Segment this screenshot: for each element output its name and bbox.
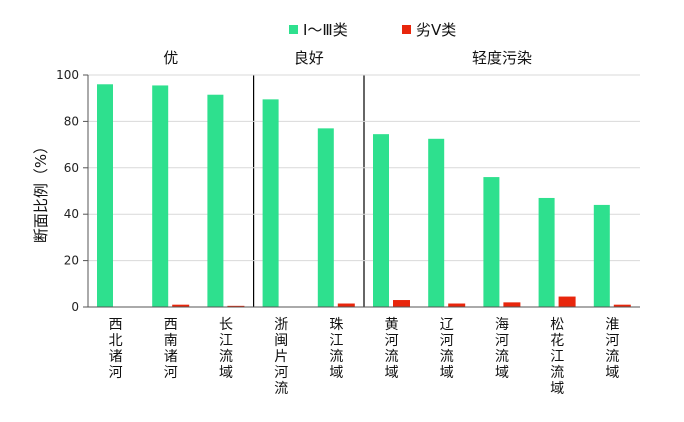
group-label: 良好	[294, 49, 324, 67]
y-tick-label: 60	[64, 161, 79, 175]
x-tick-label: 松花江流域	[550, 317, 564, 397]
x-tick-label: 淮河流域	[605, 317, 619, 381]
y-tick-label: 20	[64, 254, 79, 268]
x-tick-label: 黄河流域	[385, 316, 399, 381]
legend-label: Ⅰ～Ⅲ类	[303, 21, 348, 39]
y-tick-label: 0	[71, 300, 79, 314]
bar-series1	[207, 94, 224, 307]
bar-series1	[373, 134, 389, 307]
bar-series2	[227, 305, 245, 307]
bar-series2	[503, 302, 521, 307]
bars	[97, 84, 631, 307]
bar-series2	[172, 304, 190, 307]
bar-series1	[483, 177, 500, 307]
x-tick-label: 长江流域	[219, 317, 233, 381]
legend-label: 劣Ⅴ类	[416, 21, 456, 39]
bar-series2	[558, 296, 576, 307]
bar-series1	[152, 85, 169, 307]
y-tick-label: 40	[64, 207, 79, 221]
x-axis: 西北诸河 西南诸河 长江流域 浙闽片河流 珠江流域 黄河流域 辽河流域 海河流域 松花江流域 淮河…	[88, 306, 640, 397]
y-tick-label: 80	[64, 114, 79, 128]
group-label: 优	[163, 49, 178, 67]
bar-series2	[448, 303, 466, 307]
y-axis-title: 断面比例（%）	[32, 139, 50, 243]
x-tick-label: 珠江流域	[329, 317, 343, 381]
x-tick-label: 浙闽片河流	[274, 317, 288, 397]
legend: Ⅰ～Ⅲ类 劣Ⅴ类	[289, 21, 456, 39]
x-tick-label: 海河流域	[495, 317, 509, 381]
bar-series1	[593, 204, 610, 307]
bar-series1	[262, 99, 279, 307]
bar-series1	[97, 84, 113, 307]
legend-swatch	[402, 25, 411, 34]
bar-series1	[317, 128, 334, 307]
group-label: 轻度污染	[472, 49, 532, 67]
group-labels: 优 良好 轻度污染	[163, 49, 532, 307]
x-tick-label: 西北诸河	[109, 317, 123, 381]
bar-series2	[613, 304, 631, 307]
x-tick-label: 西南诸河	[164, 317, 178, 381]
x-tick-label: 辽河流域	[440, 317, 454, 381]
y-axis: 0 20 40 60 80 100 断面比例（%）	[32, 68, 89, 314]
legend-swatch	[289, 25, 298, 34]
bar-series2	[337, 303, 355, 307]
y-tick-label: 100	[56, 68, 79, 82]
bar-series2	[393, 300, 410, 307]
bar-series1	[538, 197, 555, 307]
bar-series1	[428, 138, 445, 307]
